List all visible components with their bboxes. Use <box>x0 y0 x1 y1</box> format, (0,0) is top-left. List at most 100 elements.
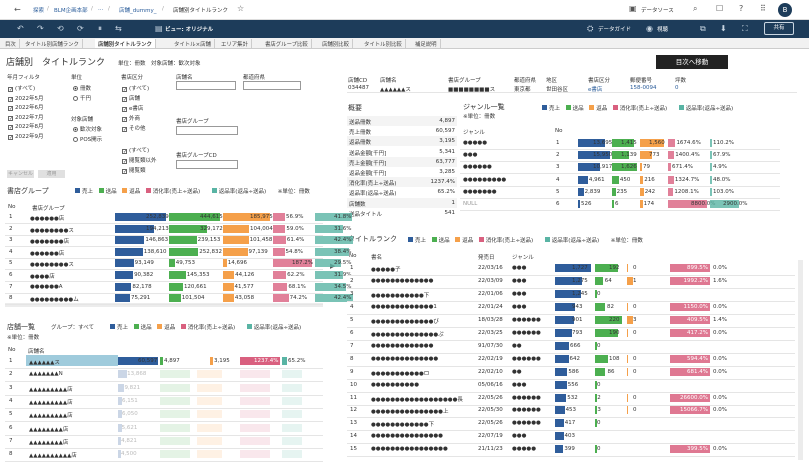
storelist-row-divider <box>5 407 323 409</box>
month-option[interactable]: ✓ (すべて) <box>8 84 35 93</box>
star-icon[interactable]: ☆ <box>237 4 245 13</box>
datasource-link[interactable]: データソース <box>641 8 674 14</box>
data-guide-icon[interactable]: ⛭ <box>587 24 594 33</box>
tab-title-store-rank[interactable]: タイトル別店舗ランク <box>22 39 83 48</box>
bookgroup-name[interactable]: ●●●●●●●●●ム <box>30 297 79 304</box>
search-icon[interactable]: ⌕ <box>693 4 698 13</box>
store-type-label: 書店区分 <box>121 75 144 81</box>
tab-group-compare[interactable]: 書店グループ比較 <box>262 39 312 48</box>
view-label[interactable]: ビュー: オリジナル <box>165 27 214 33</box>
storelist-name[interactable]: ▲▲▲▲▲▲▲▲▲店 <box>29 386 73 393</box>
month-option[interactable]: ✓ 2022年6月 <box>8 103 44 112</box>
bookgroup-name[interactable]: ●●●●●●A <box>30 283 63 290</box>
extra-option[interactable]: ✓ 閲覧類 <box>122 166 146 175</box>
revert-icon[interactable]: ⟲ <box>57 24 64 33</box>
month-option[interactable]: ✓ 2022年5月 <box>8 94 44 102</box>
store-type-option[interactable]: ✓ e書店 <box>122 104 143 113</box>
breadcrumb-project[interactable]: BLM企画本部 <box>54 8 88 14</box>
titlerank-title-cell[interactable]: ●●●●●●●●●●●●● <box>371 342 434 349</box>
titlerank-title-cell[interactable]: ●●●●●●●●●●●●●●ぷ <box>371 331 444 338</box>
month-option[interactable]: ✓ 2022年7月 <box>8 113 44 121</box>
titlerank-scrollbar[interactable] <box>798 260 803 460</box>
download-icon[interactable]: ⬇ <box>720 24 727 33</box>
titlerank-title-cell[interactable]: ●●●●●●●●●●●●● <box>371 277 434 284</box>
bookgroup-name[interactable]: ●●●●●●●●ス <box>30 262 74 269</box>
data-guide-button[interactable]: データガイド <box>598 27 632 33</box>
pause-icon[interactable]: ⏸ <box>98 24 102 33</box>
tab-store-title-rank[interactable]: 店舗別タイトルランク <box>95 39 156 48</box>
store-type-option[interactable]: ✓ 外商 <box>122 114 140 123</box>
storelist-name[interactable]: ▲▲▲▲▲▲▲▲▲店 <box>29 413 73 420</box>
refresh-icon[interactable]: ⟳ <box>77 24 84 33</box>
titlerank-title-cell[interactable]: ●●●●●●●●●●●●●●● <box>371 433 443 440</box>
view-icon[interactable]: ▤ <box>155 24 163 33</box>
store-type-option[interactable]: ✓ 店舗 <box>122 94 140 103</box>
datasource-icon[interactable]: ▣ <box>629 4 637 13</box>
storelist-name[interactable]: ▲▲▲▲▲▲▲N <box>29 371 63 378</box>
storelist-name[interactable]: ▲▲▲▲▲▲▲▲▲店 <box>29 399 73 406</box>
group-cd-input[interactable] <box>176 160 238 169</box>
titlerank-title-cell[interactable]: ●●●●●●●●●●●●●● <box>371 355 439 362</box>
extra-option[interactable]: ✓ 閲覧類以外 <box>122 156 157 165</box>
apps-icon[interactable]: ⠿ <box>760 4 766 13</box>
bookgroup-name[interactable]: ●●●●●●店 <box>30 216 65 222</box>
duplicate-icon[interactable]: ⧉ <box>700 24 706 33</box>
share-button[interactable]: 共有 <box>764 22 794 35</box>
help-icon[interactable]: ? <box>739 4 744 13</box>
tab-store-compare[interactable]: 店舗別比較 <box>319 39 353 48</box>
tab-title-x-store[interactable]: タイトル×店舗 <box>171 39 215 48</box>
genre-value: 110.2% <box>713 140 734 146</box>
titlerank-title-cell[interactable]: ●●●●●●●●●●●ロ <box>371 370 430 377</box>
storelist-name[interactable]: ▲▲▲▲▲▲▲▲店 <box>29 426 69 433</box>
bookgroup-name[interactable]: ●●●●店 <box>30 274 55 280</box>
back-arrow-icon[interactable]: ← <box>14 5 21 14</box>
titlerank-title-cell[interactable]: ●●●●●●●●●●●●●●●●●●長 <box>371 396 463 403</box>
apply-button[interactable]: 適用 <box>38 170 65 178</box>
storelist-name[interactable]: ▲▲▲▲▲▲▲▲店 <box>29 439 69 446</box>
bookgroup-name[interactable]: ●●●●●●●店 <box>30 239 70 246</box>
storelist-name[interactable]: ▲▲▲▲▲▲ス <box>29 360 60 366</box>
unit-option-yen[interactable]: 千円 <box>73 94 91 102</box>
unit-option-books[interactable]: 冊数 <box>73 84 91 92</box>
titlerank-row-divider <box>347 352 795 354</box>
titlerank-title-cell[interactable]: ●●●●●●●●●●●●●び <box>371 318 439 325</box>
month-option[interactable]: ✓ 2022年9月 <box>8 132 44 140</box>
target-option-2[interactable]: POS開示 <box>73 135 102 143</box>
titlerank-title-cell[interactable]: ●●●●●●●●●●●●下 <box>371 422 435 429</box>
extra-option[interactable]: ✓ (すべて) <box>122 146 149 155</box>
bookgroup-name[interactable]: ●●●●●●店 <box>30 250 65 257</box>
titlerank-title-cell[interactable]: ●●●●●●●●●●●●●●●● <box>371 446 448 453</box>
bookgroup-name[interactable]: ●●●●●●●●ス <box>30 227 74 234</box>
redo-icon[interactable]: ↷ <box>37 24 44 33</box>
eye-icon[interactable]: ◉ <box>646 24 653 33</box>
fullscreen-icon[interactable]: ⛶ <box>742 24 748 33</box>
watch-button[interactable]: 視聴 <box>657 27 669 33</box>
breadcrumb-more[interactable]: ... <box>98 6 104 12</box>
link-icon[interactable]: ⇆ <box>115 24 122 33</box>
titlerank-title-cell[interactable]: ●●●●●●●●●●●●●1 <box>371 303 437 310</box>
store-name-input[interactable] <box>176 81 236 90</box>
titlerank-title-cell[interactable]: ●●●●●●●●●● <box>371 381 419 388</box>
month-option[interactable]: ✓ 2022年8月 <box>8 122 44 131</box>
tab-contents[interactable]: 目次 <box>2 39 20 48</box>
undo-icon[interactable]: ↶ <box>17 24 24 33</box>
tab-title-compare[interactable]: タイトル別比較 <box>361 39 406 48</box>
goto-contents-button[interactable]: 目次へ移動 <box>656 55 728 69</box>
user-avatar[interactable]: B <box>778 3 792 17</box>
storelist-name[interactable]: ▲▲▲▲▲▲▲▲▲▲店 <box>29 453 77 460</box>
titlerank-title-cell[interactable]: ●●●●●●●●●●●下 <box>371 292 430 299</box>
target-option-1[interactable]: 歓次対象 <box>73 125 102 133</box>
titlerank-title-cell[interactable]: ●●●●●●●●●●●●●●●上 <box>371 409 449 416</box>
store-type-option[interactable]: ✓ (すべて) <box>122 84 149 93</box>
genre-row-divider <box>460 197 780 199</box>
breadcrumb-workbook[interactable]: 店舗_dummy_ <box>119 8 157 14</box>
group-input[interactable] <box>176 126 238 135</box>
store-type-option[interactable]: ✓ その他 <box>122 124 146 133</box>
notification-icon[interactable]: ☐ <box>716 4 724 13</box>
titlerank-title-cell[interactable]: ●●●●●子 <box>371 267 401 273</box>
tab-notes[interactable]: 補足説明 <box>412 39 441 48</box>
tab-area[interactable]: エリア集計 <box>218 39 252 48</box>
pref-input[interactable] <box>243 81 301 90</box>
cancel-button[interactable]: キャンセル <box>7 170 34 178</box>
breadcrumb-explore[interactable]: 探索 <box>33 8 45 14</box>
